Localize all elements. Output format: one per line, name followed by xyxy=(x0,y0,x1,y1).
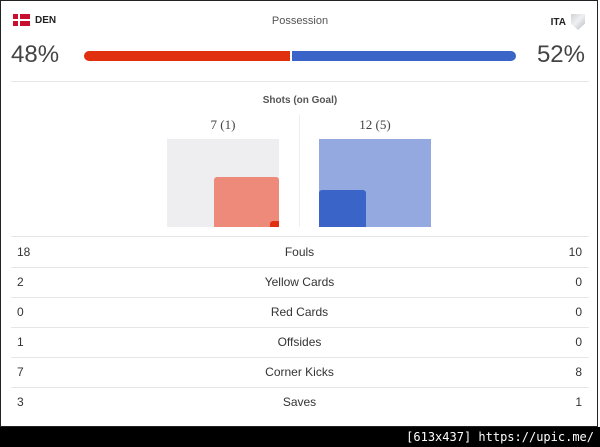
italy-crest-icon xyxy=(571,14,585,30)
home-shots-goal xyxy=(167,139,279,227)
shots-title: Shots (on Goal) xyxy=(262,95,338,106)
stat-label: Red Cards xyxy=(270,305,329,319)
divider xyxy=(11,387,589,388)
stat-label: Yellow Cards xyxy=(264,275,335,289)
away-team-code: ITA xyxy=(550,16,566,28)
divider xyxy=(11,327,589,328)
stat-label: Fouls xyxy=(284,245,315,259)
divider xyxy=(11,357,589,358)
possession-title: Possession xyxy=(271,15,329,27)
stat-away-value: 8 xyxy=(575,365,582,379)
stat-home-value: 18 xyxy=(17,245,31,259)
stat-label: Saves xyxy=(282,395,317,409)
stat-home-value: 3 xyxy=(17,395,24,409)
stat-row: 1 Offsides 0 xyxy=(11,327,589,357)
possession-bar-home xyxy=(84,51,290,61)
match-stats-panel: DEN Possession ITA 48% 52% Shots (on Goa… xyxy=(0,0,598,427)
divider xyxy=(11,236,589,237)
home-team-code: DEN xyxy=(35,14,57,26)
denmark-flag-icon xyxy=(13,14,30,26)
home-on-goal-fill xyxy=(270,221,279,227)
stat-home-value: 2 xyxy=(17,275,24,289)
stat-away-value: 1 xyxy=(575,395,582,409)
stat-row: 0 Red Cards 0 xyxy=(11,297,589,327)
stat-home-value: 1 xyxy=(17,335,24,349)
stat-row: 7 Corner Kicks 8 xyxy=(11,357,589,387)
footer-text[interactable]: [613x437] https://upic.me/ xyxy=(406,430,594,444)
home-shots-label: 7 (1) xyxy=(210,117,236,132)
away-shots-goal xyxy=(319,139,431,227)
divider xyxy=(11,297,589,298)
stat-home-value: 0 xyxy=(17,305,24,319)
divider xyxy=(11,267,589,268)
stat-label: Offsides xyxy=(277,335,322,349)
stat-away-value: 0 xyxy=(575,335,582,349)
away-possession: 52% xyxy=(536,41,585,68)
image-host-footer: [613x437] https://upic.me/ xyxy=(0,427,600,447)
home-team: DEN xyxy=(13,14,56,26)
stat-away-value: 0 xyxy=(575,275,582,289)
possession-bar xyxy=(84,51,516,61)
away-shots-label: 12 (5) xyxy=(359,117,391,132)
stat-away-value: 0 xyxy=(575,305,582,319)
stat-label: Corner Kicks xyxy=(265,365,334,379)
stat-away-value: 10 xyxy=(568,245,582,259)
away-on-goal-fill xyxy=(319,190,366,227)
divider xyxy=(11,81,589,82)
shots-separator xyxy=(299,115,300,227)
home-possession: 48% xyxy=(11,41,60,68)
stat-row: 3 Saves 1 xyxy=(11,387,589,417)
away-team: ITA xyxy=(551,14,585,30)
stat-home-value: 7 xyxy=(17,365,24,379)
stat-row: 2 Yellow Cards 0 xyxy=(11,267,589,297)
stat-row: 18 Fouls 10 xyxy=(11,237,589,267)
possession-bar-away xyxy=(292,51,516,61)
home-shots-fill xyxy=(214,177,279,227)
